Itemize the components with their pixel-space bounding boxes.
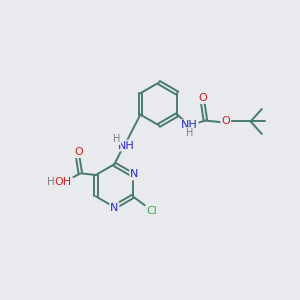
Text: Cl: Cl [146, 206, 157, 216]
Text: H: H [113, 134, 120, 144]
Text: N: N [130, 169, 139, 179]
Text: O: O [199, 93, 207, 103]
Text: H: H [186, 128, 193, 138]
Text: H: H [47, 177, 55, 187]
Text: NH: NH [118, 140, 135, 151]
Text: NH: NH [181, 120, 198, 130]
Text: O: O [74, 147, 83, 157]
Text: N: N [110, 203, 118, 213]
Text: OH: OH [55, 177, 72, 187]
Text: O: O [221, 116, 230, 127]
